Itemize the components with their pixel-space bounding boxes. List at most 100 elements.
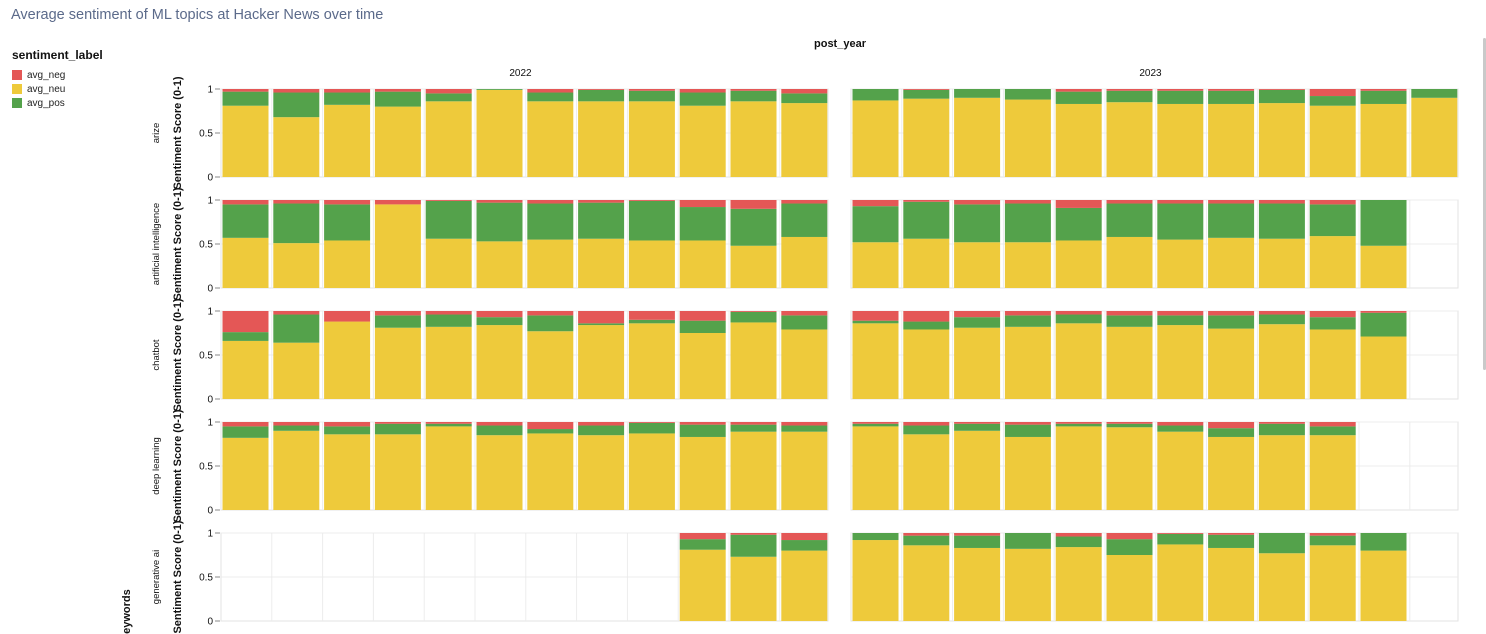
- bar-avg_neu-deep-learning-2023-10: [1309, 435, 1356, 510]
- bar-avg_neu-artificial-intelligence-2022-9: [628, 240, 675, 288]
- bar-avg_neu-arize-2022-5: [425, 101, 472, 177]
- bar-avg_neg-generative-ai-2023-3: [954, 533, 1001, 536]
- bar-avg_pos-deep-learning-2022-2: [273, 425, 320, 431]
- bar-avg_neu-artificial-intelligence-2023-2: [903, 238, 950, 288]
- bar-avg_neg-deep-learning-2023-3: [954, 422, 1001, 424]
- y-tick-label-artificial-intelligence-1: 1: [207, 196, 213, 207]
- bar-avg_neg-deep-learning-2022-1: [222, 422, 269, 427]
- y-tick-label-chatbot-0.5: 0.5: [199, 351, 213, 362]
- bar-avg_neg-artificial-intelligence-2023-3: [954, 200, 1001, 205]
- bar-avg_pos-artificial-intelligence-2022-5: [425, 200, 472, 239]
- bar-avg_neg-chatbot-2023-11: [1360, 311, 1407, 313]
- bar-avg_neg-deep-learning-2022-8: [578, 422, 625, 426]
- bar-avg_neu-deep-learning-2022-11: [730, 431, 777, 510]
- bar-avg_pos-chatbot-2023-4: [1004, 315, 1051, 327]
- bar-avg_pos-chatbot-2023-11: [1360, 312, 1407, 337]
- bar-avg_pos-chatbot-2022-6: [476, 317, 523, 326]
- bar-avg_neu-generative-ai-2023-6: [1106, 555, 1153, 621]
- bar-avg_neu-chatbot-2023-5: [1055, 323, 1102, 399]
- bar-avg_neu-deep-learning-2022-12: [781, 431, 828, 510]
- bar-avg_neu-deep-learning-2022-1: [222, 437, 269, 510]
- bar-avg_neu-arize-2022-9: [628, 101, 675, 177]
- y-tick-label-deep-learning-1: 1: [207, 418, 213, 429]
- bar-avg_neg-deep-learning-2022-6: [476, 422, 523, 426]
- bar-avg_neg-generative-ai-2023-10: [1309, 533, 1356, 536]
- bar-avg_neg-chatbot-2022-5: [425, 311, 472, 315]
- bar-avg_neu-chatbot-2022-3: [324, 321, 371, 399]
- bar-avg_pos-generative-ai-2023-5: [1055, 536, 1102, 548]
- bar-avg_neg-deep-learning-2023-1: [852, 422, 899, 424]
- row-label-artificial-intelligence: artificial intelligence: [151, 203, 162, 285]
- bar-avg_pos-deep-learning-2022-12: [781, 425, 828, 432]
- bar-avg_neg-artificial-intelligence-2022-6: [476, 200, 523, 203]
- bar-avg_pos-chatbot-2022-11: [730, 311, 777, 323]
- bar-avg_neu-generative-ai-2023-11: [1360, 550, 1407, 621]
- chart-title: Average sentiment of ML topics at Hacker…: [11, 7, 384, 23]
- bar-avg_neu-arize-2022-2: [273, 117, 320, 177]
- bar-avg_neu-arize-2023-1: [852, 100, 899, 177]
- y-tick-label-arize-1: 1: [207, 85, 213, 96]
- bar-avg_neg-artificial-intelligence-2023-8: [1208, 200, 1255, 204]
- bar-avg_neu-generative-ai-2023-4: [1004, 548, 1051, 621]
- bar-avg_pos-chatbot-2022-2: [273, 314, 320, 343]
- bar-avg_neg-deep-learning-2022-9: [628, 422, 675, 423]
- bar-avg_pos-chatbot-2023-10: [1309, 317, 1356, 330]
- bar-avg_pos-deep-learning-2022-8: [578, 425, 625, 436]
- bar-avg_pos-chatbot-2023-8: [1208, 315, 1255, 329]
- bar-avg_neg-artificial-intelligence-2023-9: [1258, 200, 1305, 204]
- legend-label-neu: avg_neu: [27, 83, 66, 95]
- bar-avg_pos-arize-2022-12: [781, 93, 828, 104]
- bar-avg_pos-arize-2023-3: [954, 89, 1001, 98]
- bar-avg_neg-deep-learning-2023-9: [1258, 422, 1305, 424]
- y-tick-label-artificial-intelligence-0.5: 0.5: [199, 240, 213, 251]
- bar-avg_pos-artificial-intelligence-2023-6: [1106, 203, 1153, 237]
- column-header-2022: 2022: [509, 68, 532, 79]
- bar-avg_neu-chatbot-2022-4: [374, 327, 421, 399]
- bar-avg_pos-arize-2023-8: [1208, 90, 1255, 104]
- bar-avg_pos-deep-learning-2023-4: [1004, 424, 1051, 437]
- bar-avg_neu-arize-2022-6: [476, 89, 523, 177]
- bar-avg_pos-arize-2022-4: [374, 91, 421, 107]
- bar-avg_neg-arize-2023-8: [1208, 89, 1255, 91]
- row-label-generative-ai: generative ai: [151, 550, 162, 604]
- bar-avg_pos-arize-2022-7: [527, 92, 574, 102]
- legend-item-neu[interactable]: avg_neu: [12, 83, 65, 95]
- bar-avg_neg-arize-2023-5: [1055, 89, 1102, 92]
- bar-avg_neu-artificial-intelligence-2023-9: [1258, 238, 1305, 288]
- bar-avg_neu-artificial-intelligence-2023-8: [1208, 237, 1255, 288]
- bar-avg_neu-chatbot-2023-3: [954, 327, 1001, 399]
- bar-avg_pos-artificial-intelligence-2022-6: [476, 202, 523, 242]
- bar-avg_neg-generative-ai-2022-10: [679, 533, 726, 540]
- legend-item-neg[interactable]: avg_neg: [12, 69, 65, 81]
- bar-avg_neu-artificial-intelligence-2023-6: [1106, 236, 1153, 288]
- bar-avg_neu-chatbot-2023-10: [1309, 329, 1356, 399]
- bar-avg_neg-deep-learning-2023-5: [1055, 422, 1102, 424]
- bar-avg_neu-deep-learning-2023-5: [1055, 426, 1102, 510]
- bar-avg_neu-artificial-intelligence-2022-1: [222, 237, 269, 288]
- bar-avg_neg-deep-learning-2023-4: [1004, 422, 1051, 425]
- bar-avg_pos-arize-2023-12: [1411, 89, 1458, 98]
- bar-avg_neu-arize-2023-12: [1411, 97, 1458, 177]
- y-tick-label-artificial-intelligence-0: 0: [207, 284, 213, 295]
- bar-avg_neg-deep-learning-2022-12: [781, 422, 828, 426]
- bar-avg_neu-deep-learning-2023-9: [1258, 435, 1305, 510]
- bar-avg_pos-artificial-intelligence-2023-2: [903, 201, 950, 239]
- bar-avg_neu-artificial-intelligence-2023-3: [954, 242, 1001, 288]
- y-tick-label-deep-learning-0.5: 0.5: [199, 462, 213, 473]
- bar-avg_neu-arize-2023-10: [1309, 105, 1356, 177]
- bar-avg_neu-artificial-intelligence-2023-5: [1055, 240, 1102, 288]
- bar-avg_neg-arize-2022-8: [578, 89, 625, 90]
- bar-avg_pos-deep-learning-2023-9: [1258, 423, 1305, 436]
- bar-avg_neg-artificial-intelligence-2022-10: [679, 200, 726, 208]
- bar-avg_neg-chatbot-2023-5: [1055, 311, 1102, 315]
- bar-avg_pos-chatbot-2023-9: [1258, 314, 1305, 325]
- bar-avg_pos-deep-learning-2022-3: [324, 426, 371, 435]
- vertical-scrollbar[interactable]: [1483, 38, 1486, 370]
- bar-avg_pos-arize-2022-11: [730, 90, 777, 102]
- bar-avg_neg-arize-2022-10: [679, 89, 726, 93]
- legend-item-pos[interactable]: avg_pos: [12, 97, 65, 109]
- bar-avg_neu-arize-2023-8: [1208, 103, 1255, 177]
- bar-avg_pos-arize-2022-6: [476, 89, 523, 90]
- bar-avg_neg-arize-2022-12: [781, 89, 828, 94]
